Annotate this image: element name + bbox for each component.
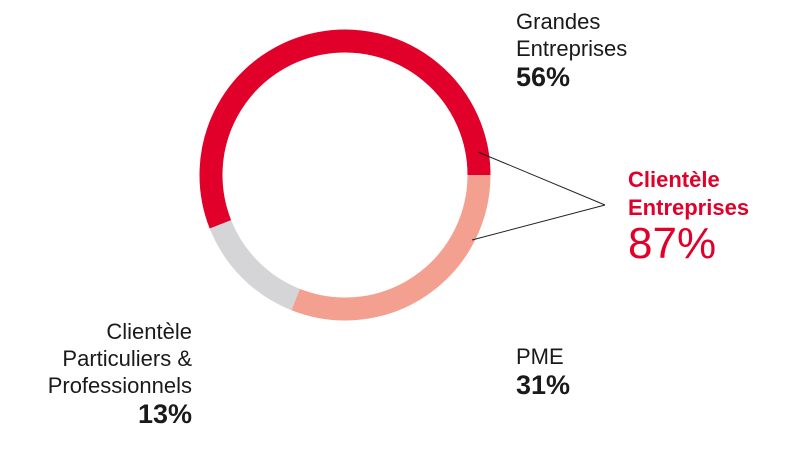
label-grandes: Grandes Entreprises 56%: [516, 8, 666, 92]
annotation-text: Clientèle Entreprises: [628, 167, 750, 220]
slice-name: Grandes Entreprises: [516, 9, 628, 61]
annotation: Clientèle Entreprises 87%: [628, 166, 786, 266]
slice-value: 13%: [137, 399, 192, 429]
slice-name: Clientèle Particuliers & Professionnels: [47, 319, 192, 398]
donut-slice: [291, 174, 491, 321]
slice-name: PME: [516, 344, 564, 369]
donut-slice: [199, 29, 491, 229]
slice-value: 31%: [516, 370, 571, 400]
donut-slice: [209, 219, 301, 311]
label-pme: PME 31%: [516, 343, 666, 400]
connector: [477, 151, 606, 206]
label-particuliers: Clientèle Particuliers & Professionnels …: [2, 318, 192, 429]
connector: [471, 204, 606, 241]
slice-value: 56%: [516, 62, 571, 92]
annotation-value: 87%: [628, 219, 717, 268]
